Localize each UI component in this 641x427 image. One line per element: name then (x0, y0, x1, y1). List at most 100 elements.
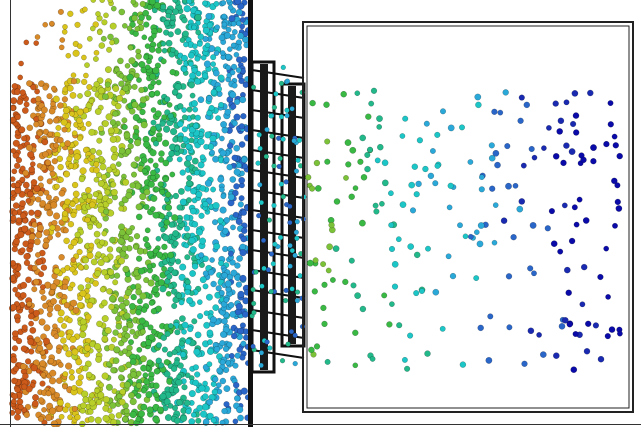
particle (206, 412, 214, 420)
particle (188, 61, 194, 67)
particle (221, 227, 229, 235)
particle (161, 114, 168, 121)
particle (211, 219, 219, 226)
particle (186, 0, 193, 5)
particle (561, 202, 568, 209)
particle (314, 185, 322, 192)
particle (11, 377, 18, 385)
particle (504, 143, 511, 150)
particle (90, 0, 97, 3)
particle (202, 27, 210, 35)
particle (60, 337, 67, 344)
particle (41, 406, 47, 413)
particle (169, 127, 178, 136)
particle (536, 332, 542, 338)
particle (587, 89, 594, 97)
particle (209, 316, 217, 324)
particle (217, 259, 225, 267)
particle (47, 164, 55, 172)
particle (292, 252, 298, 259)
particle (28, 233, 36, 241)
particle (158, 150, 165, 157)
particle (122, 265, 130, 273)
particle (17, 403, 24, 411)
particle (449, 272, 457, 280)
particle (128, 302, 136, 310)
particle (133, 139, 142, 147)
particle (163, 219, 171, 226)
particle (163, 358, 171, 366)
particle (148, 375, 155, 383)
particle (158, 362, 165, 369)
particle (488, 154, 496, 162)
particle (129, 328, 136, 335)
particle (158, 221, 165, 228)
particle (189, 246, 197, 254)
particle (521, 360, 528, 367)
particle (232, 381, 240, 389)
particle (213, 242, 221, 250)
particle (614, 198, 621, 206)
particle (178, 340, 185, 347)
particle (61, 29, 68, 35)
particle (95, 355, 103, 363)
particle (128, 57, 136, 65)
particle (13, 88, 21, 96)
particle (44, 159, 52, 166)
particle (41, 138, 49, 146)
particle (197, 161, 205, 169)
particle (183, 225, 191, 232)
particle (141, 34, 148, 41)
particle (21, 225, 29, 233)
particle (348, 193, 355, 201)
particle (145, 14, 152, 21)
particle (130, 171, 138, 178)
particle (129, 21, 136, 29)
particle (46, 93, 53, 100)
particle (164, 330, 171, 338)
particle (239, 96, 247, 104)
particle (215, 285, 222, 292)
particle (109, 135, 117, 143)
particle (166, 155, 173, 163)
particle (174, 145, 181, 152)
particle (233, 183, 240, 190)
particle (96, 137, 103, 144)
particle (289, 247, 295, 254)
particle (176, 120, 184, 128)
particle (565, 289, 572, 297)
particle (209, 134, 217, 143)
particle (491, 108, 498, 115)
particle (273, 91, 279, 97)
particle (190, 412, 197, 418)
particle (222, 345, 230, 353)
particle (122, 415, 129, 423)
particle (226, 341, 233, 348)
particle (174, 83, 182, 91)
particle (227, 250, 234, 257)
particle (550, 240, 558, 248)
filter-bars (249, 64, 307, 370)
particle (97, 180, 105, 187)
particle (77, 374, 84, 381)
particle (203, 60, 211, 68)
particle (149, 0, 156, 6)
particle (189, 207, 197, 215)
particle (284, 78, 291, 84)
particle (174, 329, 181, 336)
particle (130, 161, 138, 169)
particle (71, 348, 79, 356)
particle (176, 399, 183, 406)
particle (137, 267, 145, 275)
particle (342, 278, 349, 286)
particle (199, 276, 207, 284)
particle (137, 410, 146, 418)
particle (41, 419, 48, 426)
particle (73, 153, 81, 161)
particle (54, 183, 60, 190)
particle (197, 96, 205, 104)
particle (147, 180, 155, 188)
particle (31, 286, 38, 293)
particle (127, 44, 134, 51)
